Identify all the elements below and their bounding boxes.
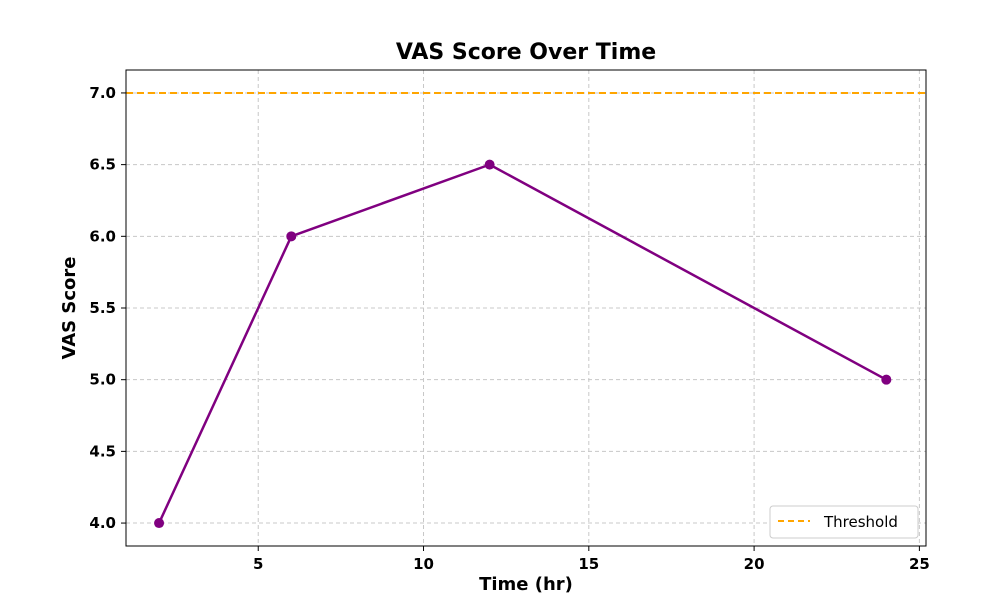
x-tick-label: 5 [253, 555, 263, 573]
data-point [154, 518, 165, 529]
series-line [157, 163, 887, 524]
y-tick-label: 4.0 [89, 514, 116, 532]
x-tick-label: 10 [413, 555, 434, 573]
legend-threshold-label: Threshold [823, 513, 898, 531]
y-tick-label: 4.5 [89, 442, 116, 460]
y-tick-label: 6.0 [89, 227, 116, 245]
legend: Threshold [769, 505, 919, 539]
y-tick-label: 5.0 [89, 371, 116, 389]
y-tick-label: 5.5 [89, 299, 116, 317]
y-tick-label: 6.5 [89, 156, 116, 174]
data-point [286, 231, 297, 242]
x-tick-label: 20 [744, 555, 765, 573]
y-tick-label: 7.0 [89, 84, 116, 102]
data-point [881, 374, 892, 385]
chart-title: VAS Score Over Time [396, 40, 656, 65]
y-axis-ticks: 4.0 4.5 5.0 5.5 6.0 6.5 7.0 [89, 84, 126, 532]
x-tick-label: 25 [909, 555, 930, 573]
data-point [484, 159, 495, 170]
y-axis-label: VAS Score [59, 257, 80, 360]
legend-box [769, 505, 919, 539]
x-axis-ticks: 5 10 15 20 25 [253, 546, 930, 573]
data-series [154, 159, 892, 529]
x-tick-label: 15 [578, 555, 599, 573]
x-axis-label: Time (hr) [479, 574, 573, 595]
